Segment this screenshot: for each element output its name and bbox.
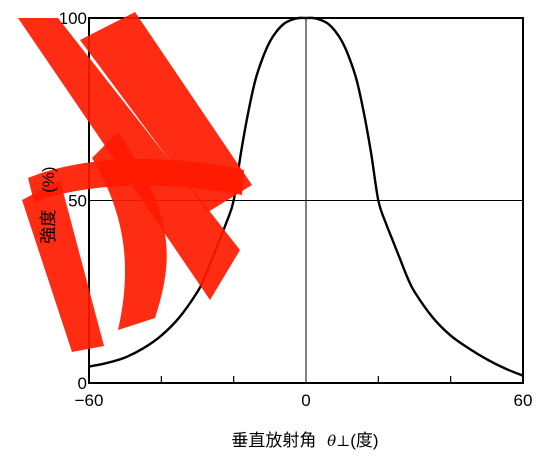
x-tick-label-0: −60: [75, 391, 104, 410]
watermark-stroke-5: [28, 158, 244, 202]
x-tick-label-2: 60: [514, 391, 533, 410]
y-tick-label-1: 50: [68, 192, 87, 211]
y-tick-label-0: 0: [78, 374, 87, 393]
plot-frame: [88, 17, 524, 384]
watermark-stroke-2: [80, 12, 252, 212]
watermark-stroke-4: [22, 180, 104, 352]
x-tick-label-1: 0: [301, 391, 310, 410]
x-axis-title-text: 垂直放射角: [231, 431, 316, 450]
x-axis-symbol: θ⊥: [327, 432, 350, 450]
y-axis-unit: (%): [39, 166, 58, 192]
y-axis-title-text: 強度: [39, 210, 58, 244]
watermark-logo: [18, 12, 252, 352]
y-axis-title: 強度 (%): [39, 166, 58, 243]
y-tick-label-2: 100: [59, 9, 87, 28]
x-axis-unit: (度): [350, 431, 378, 450]
x-axis-title: 垂直放射角 θ⊥(度): [231, 431, 378, 450]
